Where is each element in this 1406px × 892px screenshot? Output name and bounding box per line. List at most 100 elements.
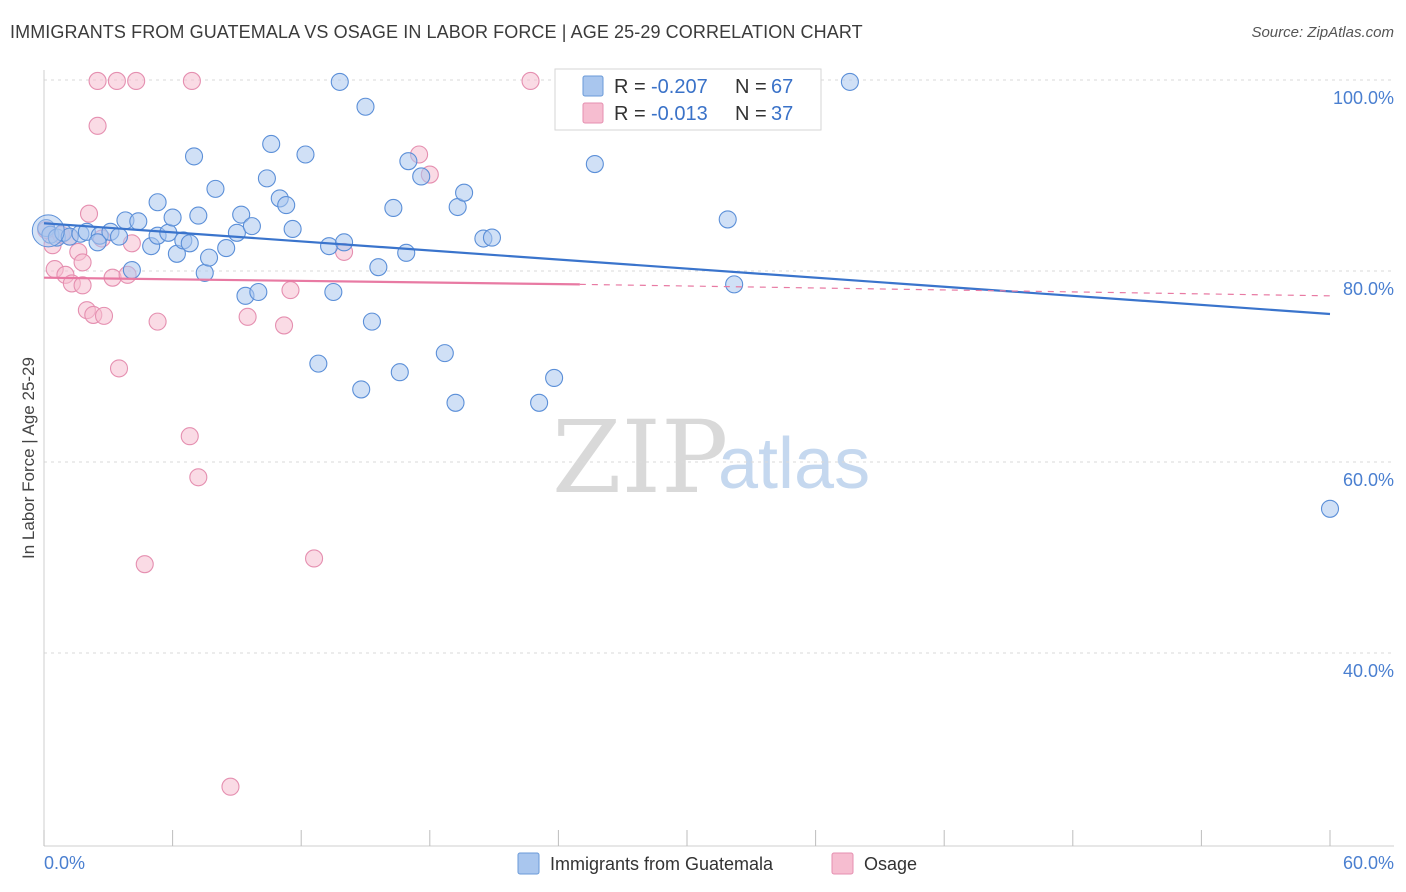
guatemala-point-45 [384, 198, 403, 218]
legend-r-label-pink: R = [614, 103, 646, 125]
osage-point-24 [180, 427, 199, 446]
guatemala-point-30 [249, 282, 268, 302]
guatemala-point-56 [530, 393, 549, 412]
y-axis-tick-labels: 40.0% 60.0% 80.0% 100.0% [1333, 88, 1394, 681]
osage-point-28 [238, 307, 257, 326]
guatemala-point-60 [725, 275, 744, 294]
guatemala-point-21 [189, 206, 208, 225]
guatemala-point-39 [324, 282, 343, 302]
osage-points [37, 71, 540, 796]
osage-point-31 [305, 549, 324, 568]
guatemala-point-40 [330, 72, 349, 91]
guatemala-point-37 [309, 354, 328, 373]
legend-swatch-blue [582, 75, 604, 97]
osage-point-23 [148, 312, 167, 331]
guatemala-point-32 [262, 134, 281, 154]
guatemala-point-42 [356, 97, 375, 116]
osage-point-7 [73, 253, 92, 272]
grid-lines [44, 79, 1394, 654]
guatemala-point-62 [1320, 499, 1340, 518]
guatemala-point-57 [545, 368, 564, 388]
y-tick-label-60: 60.0% [1343, 470, 1394, 490]
osage-point-10 [79, 204, 99, 223]
guatemala-point-11 [129, 212, 148, 231]
osage-trend-line-extension [579, 283, 1331, 297]
guatemala-trend-line [43, 222, 1331, 316]
osage-point-21 [127, 71, 146, 91]
guatemala-point-cluster [31, 214, 65, 248]
guatemala-point-59 [718, 210, 737, 229]
legend-n-value-blue: 67 [771, 76, 793, 98]
guatemala-point-36 [296, 145, 315, 164]
osage-point-22 [135, 555, 154, 574]
guatemala-point-51 [446, 393, 465, 412]
guatemala-point-31 [257, 169, 276, 188]
osage-point-12 [88, 116, 107, 135]
guatemala-point-49 [412, 167, 431, 186]
osage-trend-line [43, 276, 580, 286]
guatemala-point-64 [184, 147, 204, 166]
y-tick-label-40: 40.0% [1343, 661, 1394, 681]
legend-r-value-blue: -0.207 [651, 76, 708, 98]
osage-point-15 [94, 306, 114, 325]
series-legend-swatch-guatemala [517, 852, 540, 875]
osage-point-8 [73, 276, 92, 295]
legend-n-label-blue: N = [735, 76, 767, 98]
legend-n-label-pink: N = [735, 103, 767, 125]
series-legend-swatch-osage [831, 852, 854, 875]
y-tick-label-80: 80.0% [1343, 279, 1394, 299]
guatemala-point-17 [163, 208, 182, 227]
osage-point-35 [521, 71, 540, 91]
osage-point-13 [88, 71, 107, 91]
guatemala-point-26 [227, 223, 246, 242]
guatemala-point-38 [320, 237, 339, 256]
guatemala-point-35 [283, 219, 302, 239]
trend-lines [43, 222, 1331, 316]
source-credit: Source: ZipAtlas.com [1251, 24, 1394, 41]
guatemala-point-15 [148, 193, 167, 212]
guatemala-point-20 [180, 234, 199, 253]
guatemala-point-29 [242, 217, 261, 236]
guatemala-point-46 [390, 363, 409, 382]
y-tick-label-100: 100.0% [1333, 88, 1394, 108]
guatemala-point-50 [435, 344, 454, 363]
watermark-atlas: atlas [718, 424, 870, 504]
osage-point-29 [275, 316, 294, 335]
guatemala-point-58 [585, 154, 604, 174]
x-axis-ticks [43, 830, 1331, 846]
y-axis-label: In Labor Force | Age 25-29 [19, 357, 38, 559]
guatemala-points [31, 72, 1340, 518]
osage-point-27 [221, 777, 240, 796]
legend-r-label-blue: R = [614, 76, 646, 98]
osage-point-17 [107, 71, 126, 91]
series-legend-label-guatemala: Immigrants from Guatemala [550, 854, 774, 874]
osage-point-18 [109, 359, 129, 378]
guatemala-point-55 [482, 228, 502, 247]
series-legend-label-osage: Osage [864, 854, 917, 874]
legend-n-value-pink: 37 [771, 103, 793, 125]
guatemala-point-12 [122, 260, 141, 280]
guatemala-point-66 [88, 233, 107, 252]
legend-r-value-pink: -0.013 [651, 103, 708, 125]
guatemala-point-27 [232, 205, 251, 224]
chart-title: IMMIGRANTS FROM GUATEMALA VS OSAGE IN LA… [10, 22, 863, 42]
guatemala-point-65 [335, 233, 354, 252]
guatemala-point-61 [840, 72, 859, 91]
guatemala-point-9 [109, 227, 129, 246]
guatemala-point-41 [352, 380, 371, 399]
guatemala-point-44 [369, 258, 388, 277]
guatemala-point-23 [199, 248, 219, 267]
guatemala-point-48 [399, 152, 418, 171]
osage-point-25 [182, 71, 201, 91]
watermark-zip: ZIP [552, 399, 728, 516]
guatemala-point-24 [206, 179, 225, 198]
legend-swatch-pink [582, 102, 604, 124]
guatemala-point-53 [455, 183, 474, 202]
guatemala-point-47 [397, 243, 416, 262]
osage-point-26 [189, 468, 208, 487]
guatemala-point-34 [277, 196, 296, 215]
x-tick-label-max: 60.0% [1343, 853, 1394, 873]
osage-point-30 [281, 281, 300, 300]
guatemala-point-43 [362, 312, 381, 331]
